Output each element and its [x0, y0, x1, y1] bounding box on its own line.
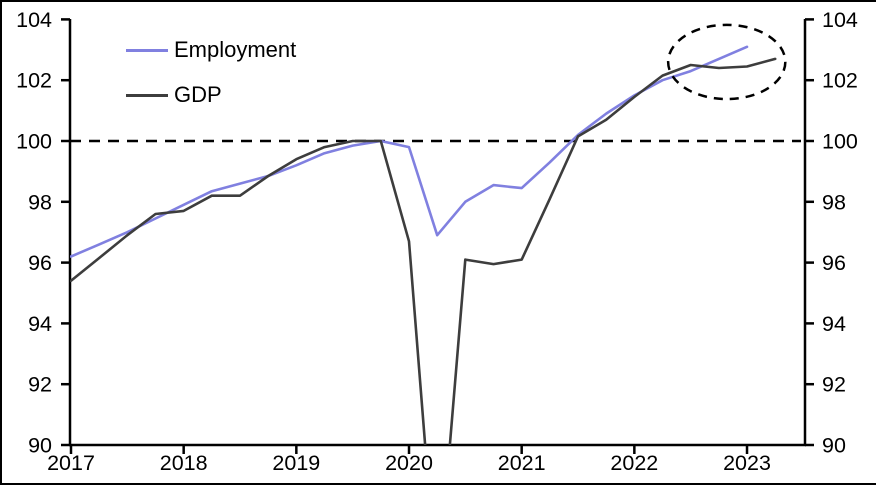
y-tick-label-left: 102 — [16, 69, 52, 93]
y-tick-label-left: 90 — [28, 434, 52, 458]
legend: Employment GDP — [126, 37, 297, 107]
x-tick-label: 2021 — [498, 451, 546, 475]
x-tick-label: 2022 — [610, 451, 658, 475]
highlight-ellipse — [666, 23, 787, 101]
x-tick-label: 2017 — [47, 451, 95, 475]
legend-label-employment: Employment — [174, 37, 297, 62]
legend-item-employment: Employment — [126, 37, 297, 62]
y-tick-label-left: 92 — [28, 373, 52, 397]
y-tick-label-right: 92 — [822, 373, 846, 397]
y-tick-label-right: 100 — [822, 130, 858, 154]
x-tick-label: 2023 — [723, 451, 771, 475]
gdp-line — [70, 57, 777, 445]
y-tick-label-left: 94 — [28, 312, 52, 336]
y-tick-label-right: 90 — [822, 434, 846, 458]
x-tick-label: 2019 — [272, 451, 320, 475]
y-tick-label-right: 98 — [822, 190, 846, 214]
legend-item-gdp: GDP — [126, 82, 296, 107]
employment-line-swatch — [126, 48, 168, 52]
y-tick-label-left: 100 — [16, 130, 52, 154]
y-tick-label-right: 94 — [822, 312, 846, 336]
x-tick-label: 2020 — [385, 451, 433, 475]
y-tick-label-left: 104 — [16, 8, 52, 32]
y-tick-label-right: 104 — [822, 8, 858, 32]
legend-label-gdp: GDP — [174, 82, 222, 107]
y-tick-label-right: 102 — [822, 69, 858, 93]
y-tick-label-right: 96 — [822, 251, 846, 275]
y-tick-label-left: 96 — [28, 251, 52, 275]
gdp-line-swatch — [126, 93, 168, 97]
x-tick-label: 2018 — [160, 451, 208, 475]
y-tick-label-left: 98 — [28, 190, 52, 214]
